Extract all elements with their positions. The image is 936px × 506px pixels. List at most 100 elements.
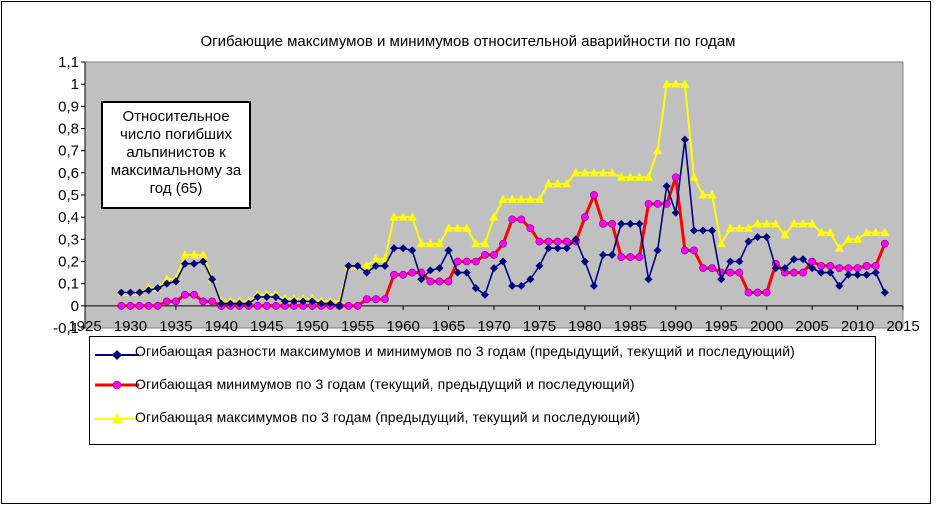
data-point xyxy=(862,227,872,237)
data-point xyxy=(471,238,481,248)
data-point xyxy=(190,290,198,299)
data-point xyxy=(126,288,135,297)
data-point xyxy=(253,301,262,310)
data-point xyxy=(562,244,571,253)
data-point xyxy=(235,299,244,308)
data-point xyxy=(707,190,717,199)
data-point xyxy=(498,194,508,203)
data-point xyxy=(462,257,471,266)
data-point xyxy=(653,246,662,255)
data-point xyxy=(525,194,535,203)
data-point xyxy=(717,275,726,284)
data-point xyxy=(180,259,189,268)
data-point xyxy=(726,268,735,277)
y-tick-label: 0,9 xyxy=(58,98,79,115)
y-tick-label: 0,3 xyxy=(58,231,79,248)
data-point xyxy=(662,79,672,88)
data-point xyxy=(799,255,808,264)
x-tick-label: 2010 xyxy=(841,318,874,335)
data-point xyxy=(608,219,617,228)
data-point xyxy=(553,244,562,253)
data-point xyxy=(435,264,444,273)
data-point xyxy=(508,281,517,290)
data-point xyxy=(826,268,835,277)
data-point xyxy=(553,237,562,246)
data-point xyxy=(671,173,680,182)
data-point xyxy=(516,194,526,203)
data-point xyxy=(353,301,362,310)
data-point xyxy=(726,257,735,266)
data-point xyxy=(617,253,626,261)
data-point xyxy=(362,268,371,277)
data-point xyxy=(753,218,763,228)
data-point xyxy=(453,268,462,277)
data-point xyxy=(253,292,262,301)
data-point xyxy=(599,219,607,228)
data-point xyxy=(144,286,153,295)
x-tick-label: 1945 xyxy=(250,318,283,335)
data-point xyxy=(644,275,653,284)
data-point xyxy=(825,227,835,237)
data-point xyxy=(590,191,598,199)
data-point xyxy=(534,194,544,203)
data-point xyxy=(126,301,135,310)
data-point xyxy=(689,226,698,235)
data-point xyxy=(626,253,635,261)
x-tick-label: 2000 xyxy=(750,318,783,335)
data-point xyxy=(444,277,453,286)
data-point xyxy=(853,264,862,273)
data-point xyxy=(826,262,835,270)
data-point xyxy=(789,255,798,264)
data-point xyxy=(671,79,681,88)
data-point xyxy=(244,299,253,308)
data-point xyxy=(416,238,426,248)
legend-marker-max xyxy=(95,413,139,423)
data-point xyxy=(153,301,162,310)
data-point xyxy=(117,288,126,297)
data-point xyxy=(208,297,217,306)
data-point xyxy=(344,301,353,310)
data-point xyxy=(180,249,190,259)
data-point xyxy=(834,243,844,252)
data-point xyxy=(771,218,781,228)
data-point xyxy=(453,257,462,266)
data-point xyxy=(598,167,608,177)
x-tick-label: 1970 xyxy=(477,318,510,335)
data-point xyxy=(762,218,772,228)
data-point xyxy=(699,226,708,235)
data-point xyxy=(771,264,780,273)
data-point xyxy=(444,223,454,232)
y-tick-label: 0,2 xyxy=(58,254,79,271)
series-0 xyxy=(117,135,889,310)
data-point xyxy=(344,261,353,270)
data-point xyxy=(507,194,517,203)
data-point xyxy=(535,237,544,246)
data-point xyxy=(635,253,644,261)
data-point xyxy=(708,264,717,273)
data-point xyxy=(671,208,680,217)
data-point xyxy=(880,288,889,297)
data-point xyxy=(589,281,598,290)
data-point xyxy=(526,275,535,284)
data-point xyxy=(589,167,599,177)
data-point xyxy=(635,219,644,228)
legend-marker-min xyxy=(95,380,139,390)
data-point xyxy=(481,250,489,259)
data-point xyxy=(181,290,189,299)
data-point xyxy=(426,266,435,275)
data-point xyxy=(880,239,889,248)
data-point xyxy=(499,239,507,248)
data-point xyxy=(599,250,608,259)
x-tick-label: 1975 xyxy=(523,318,556,335)
data-point xyxy=(399,270,408,279)
data-point xyxy=(462,268,471,277)
data-point xyxy=(381,295,389,304)
data-point xyxy=(744,288,753,297)
data-point xyxy=(616,172,626,181)
y-tick-label: 1 xyxy=(71,76,79,93)
data-point xyxy=(208,275,217,284)
data-point xyxy=(853,270,862,279)
data-point xyxy=(753,288,762,297)
data-point xyxy=(162,274,172,283)
data-point xyxy=(399,244,408,253)
